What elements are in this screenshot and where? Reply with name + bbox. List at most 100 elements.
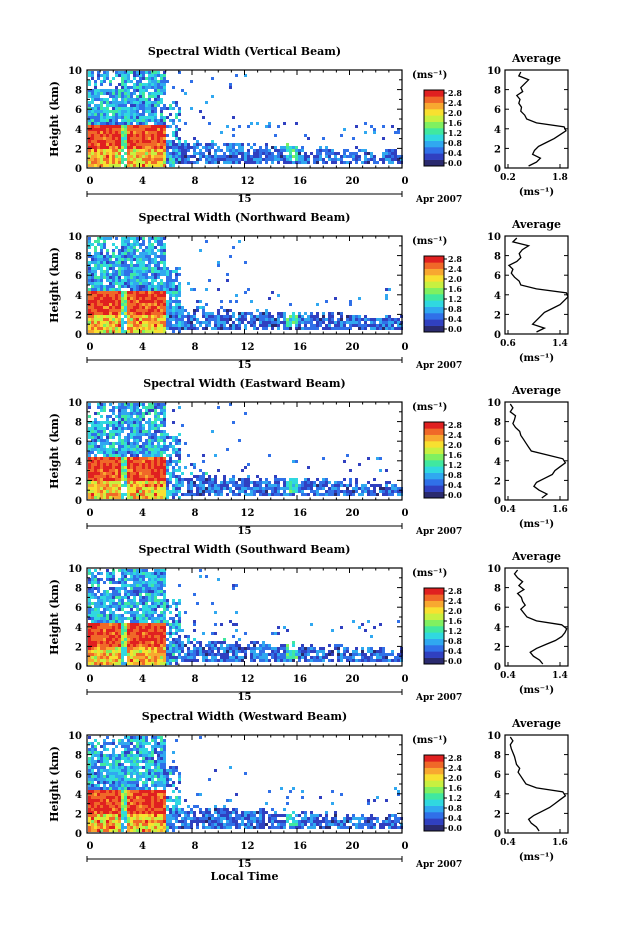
heatmap-cell xyxy=(142,261,145,264)
heatmap-cell xyxy=(139,496,142,499)
heatmap-cell xyxy=(127,472,130,475)
heatmap-cell xyxy=(103,285,106,288)
heatmap-cell xyxy=(367,152,370,155)
heatmap-cell xyxy=(190,493,193,496)
heatmap-cell xyxy=(106,327,109,330)
heatmap-cell xyxy=(100,107,103,110)
heatmap-cell xyxy=(205,240,208,243)
heatmap-cell xyxy=(181,644,184,647)
heatmap-cell xyxy=(364,161,367,164)
heatmap-cell xyxy=(244,74,247,77)
heatmap-cell xyxy=(88,252,91,255)
heatmap-cell xyxy=(127,436,130,439)
heatmap-cell xyxy=(232,134,235,137)
heatmap-cell xyxy=(145,146,148,149)
heatmap-cell xyxy=(136,110,139,113)
heatmap-cell xyxy=(97,412,100,415)
heatmap-cell xyxy=(178,128,181,131)
heatmap-cell xyxy=(349,484,352,487)
heatmap-cell xyxy=(259,484,262,487)
heatmap-cell xyxy=(88,626,91,629)
heatmap-cell xyxy=(133,590,136,593)
heatmap-cell xyxy=(121,650,124,653)
heatmap-cell xyxy=(334,161,337,164)
heatmap-cell xyxy=(109,623,112,626)
heatmap-cell xyxy=(172,143,175,146)
heatmap-cell xyxy=(169,152,172,155)
heatmap-cell xyxy=(97,626,100,629)
heatmap-cell xyxy=(355,481,358,484)
heatmap-cell xyxy=(130,252,133,255)
heatmap-cell xyxy=(133,614,136,617)
colorbar-swatch xyxy=(424,313,444,320)
heatmap-cell xyxy=(289,155,292,158)
heatmap-cell xyxy=(121,478,124,481)
heatmap-cell xyxy=(124,421,127,424)
heatmap-cell xyxy=(166,644,169,647)
heatmap-cell xyxy=(148,496,151,499)
heatmap-cell xyxy=(121,294,124,297)
heatmap-cell xyxy=(151,493,154,496)
heatmap-cell xyxy=(100,288,103,291)
heatmap-cell xyxy=(286,493,289,496)
heatmap-cell xyxy=(91,303,94,306)
heatmap-cell xyxy=(100,605,103,608)
heatmap-cell xyxy=(157,306,160,309)
heatmap-cell xyxy=(175,101,178,104)
heatmap-cell xyxy=(184,493,187,496)
heatmap-cell xyxy=(142,92,145,95)
heatmap-cell xyxy=(142,89,145,92)
heatmap-cell xyxy=(112,125,115,128)
heatmap-cell xyxy=(145,327,148,330)
heatmap-cell xyxy=(127,484,130,487)
heatmap-cell xyxy=(133,74,136,77)
heatmap-cell xyxy=(136,261,139,264)
heatmap-cell xyxy=(133,496,136,499)
heatmap-cell xyxy=(142,276,145,279)
heatmap-cell xyxy=(97,104,100,107)
heatmap-cell xyxy=(244,466,247,469)
heatmap-cell xyxy=(133,581,136,584)
heatmap-cell xyxy=(220,490,223,493)
heatmap-cell xyxy=(94,421,97,424)
heatmap-cell xyxy=(373,318,376,321)
heatmap-cell xyxy=(124,125,127,128)
heatmap-cell xyxy=(388,324,391,327)
heatmap-cell xyxy=(157,635,160,638)
heatmap-cell xyxy=(157,460,160,463)
heatmap-cell xyxy=(88,427,91,430)
heatmap-cell xyxy=(274,158,277,161)
heatmap-cell xyxy=(280,312,283,315)
heatmap-cell xyxy=(376,161,379,164)
heatmap-cell xyxy=(100,161,103,164)
heatmap-cell xyxy=(91,294,94,297)
heatmap-cell xyxy=(160,496,163,499)
heatmap-cell xyxy=(178,478,181,481)
heatmap-cell xyxy=(112,457,115,460)
heatmap-cell xyxy=(166,155,169,158)
heatmap-cell xyxy=(226,279,229,282)
heatmap-cell xyxy=(154,659,157,662)
heatmap-cell xyxy=(157,92,160,95)
heatmap-cell xyxy=(139,451,142,454)
heatmap-cell xyxy=(196,321,199,324)
heatmap-cell xyxy=(196,327,199,330)
heatmap-cell xyxy=(103,140,106,143)
heatmap-cell xyxy=(130,418,133,421)
heatmap-cell xyxy=(313,324,316,327)
heatmap-cell xyxy=(265,315,268,318)
heatmap-cell xyxy=(352,155,355,158)
heatmap-cell xyxy=(160,143,163,146)
heatmap-cell xyxy=(121,291,124,294)
heatmap-cell xyxy=(139,101,142,104)
heatmap-cell xyxy=(88,415,91,418)
heatmap-cell xyxy=(163,318,166,321)
heatmap-cell xyxy=(94,113,97,116)
heatmap-cell xyxy=(286,321,289,324)
heatmap-cell xyxy=(157,122,160,125)
heatmap-cell xyxy=(109,644,112,647)
heatmap-cell xyxy=(319,481,322,484)
heatmap-cell xyxy=(244,318,247,321)
heatmap-cell xyxy=(145,252,148,255)
heatmap-cell xyxy=(148,424,151,427)
